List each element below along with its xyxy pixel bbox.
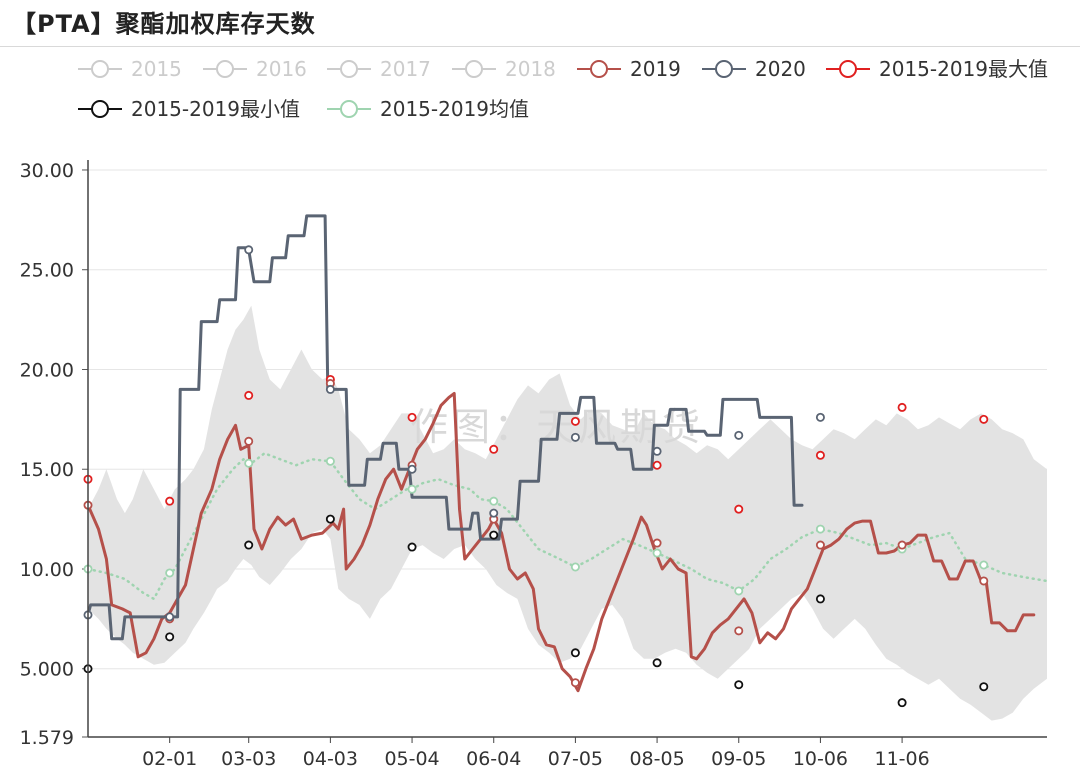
marker-point	[652, 446, 662, 456]
marker-point	[652, 460, 662, 470]
legend-item-2017[interactable]: 2017	[327, 57, 431, 81]
marker-point	[244, 436, 254, 446]
marker-point	[165, 632, 175, 642]
marker-point	[815, 524, 825, 534]
marker-point	[325, 456, 335, 466]
marker-point	[979, 682, 989, 692]
legend-circle-icon	[340, 60, 358, 78]
marker-point	[244, 390, 254, 400]
marker-point	[979, 560, 989, 570]
x-tick-label: 07-05	[548, 748, 603, 770]
legend-label: 2015-2019最大值	[879, 57, 1048, 81]
marker-point	[815, 412, 825, 422]
marker-point	[407, 464, 417, 474]
marker-point	[407, 484, 417, 494]
marker-point	[652, 538, 662, 548]
x-tick-label: 11-06	[874, 748, 929, 770]
legend-circle-icon	[465, 60, 483, 78]
x-tick-label: 08-05	[629, 748, 684, 770]
x-tick-label: 09-05	[711, 748, 766, 770]
x-tick-label: 06-04	[466, 748, 521, 770]
marker-point	[570, 432, 580, 442]
watermark: 作图：天风期货	[410, 405, 704, 449]
marker-point	[570, 416, 580, 426]
x-tick-label: 05-04	[384, 748, 439, 770]
marker-point	[244, 245, 254, 255]
legend-circle-icon	[839, 60, 857, 78]
marker-point	[244, 458, 254, 468]
legend-label: 2016	[256, 57, 307, 81]
legend-label: 2018	[505, 57, 556, 81]
marker-point	[734, 680, 744, 690]
marker-point	[489, 530, 499, 540]
marker-point	[165, 496, 175, 506]
y-tick-label: 15.00	[20, 459, 74, 481]
marker-point	[979, 414, 989, 424]
marker-point	[897, 540, 907, 550]
legend-item-2020[interactable]: 2020	[702, 57, 806, 81]
marker-point	[979, 576, 989, 586]
legend-circle-icon	[91, 100, 109, 118]
marker-point	[407, 542, 417, 552]
legend-item-2016[interactable]: 2016	[203, 57, 307, 81]
legend-item-2018[interactable]: 2018	[452, 57, 556, 81]
marker-point	[734, 430, 744, 440]
legend-label: 2020	[755, 57, 806, 81]
chart-title: 【PTA】聚酯加权库存天数	[12, 10, 316, 38]
y-tick-label: 30.00	[20, 160, 74, 182]
x-tick-label: 02-01	[142, 748, 197, 770]
title-divider	[0, 46, 1080, 47]
y-tick-label: 1.579	[20, 727, 74, 749]
y-tick-label: 10.00	[20, 559, 74, 581]
marker-point	[815, 594, 825, 604]
marker-point	[489, 444, 499, 454]
marker-point	[165, 612, 175, 622]
legend-circle-icon	[715, 60, 733, 78]
y-tick-label: 20.00	[20, 359, 74, 381]
legend-item-2015-2019最小值[interactable]: 2015-2019最小值	[78, 97, 300, 121]
marker-point	[570, 678, 580, 688]
legend-item-2015[interactable]: 2015	[78, 57, 182, 81]
marker-point	[489, 496, 499, 506]
marker-point	[815, 450, 825, 460]
marker-point	[325, 514, 335, 524]
range-band	[88, 305, 1047, 721]
legend-label: 2019	[630, 57, 681, 81]
legend-label: 2017	[380, 57, 431, 81]
y-tick-label: 5.000	[20, 659, 74, 681]
marker-point	[734, 586, 744, 596]
marker-point	[325, 384, 335, 394]
marker-point	[570, 648, 580, 658]
marker-point	[652, 548, 662, 558]
marker-point	[897, 402, 907, 412]
marker-point	[815, 540, 825, 550]
marker-point	[244, 540, 254, 550]
marker-point	[897, 698, 907, 708]
y-tick-label: 25.00	[20, 260, 74, 282]
marker-point	[489, 508, 499, 518]
series-line	[86, 214, 804, 641]
marker-point	[570, 562, 580, 572]
x-tick-label: 10-06	[793, 748, 848, 770]
legend-item-2019[interactable]: 2019	[577, 57, 681, 81]
legend-circle-icon	[216, 60, 234, 78]
marker-point	[652, 658, 662, 668]
marker-point	[407, 412, 417, 422]
legend-label: 2015-2019均值	[380, 97, 529, 121]
legend-circle-icon	[91, 60, 109, 78]
x-tick-label: 03-03	[221, 748, 276, 770]
legend-label: 2015-2019最小值	[131, 97, 300, 121]
marker-point	[165, 568, 175, 578]
legend-circle-icon	[340, 100, 358, 118]
legend-label: 2015	[131, 57, 182, 81]
marker-point	[734, 626, 744, 636]
marker-point	[734, 504, 744, 514]
series-line	[86, 391, 1036, 693]
legend-circle-icon	[590, 60, 608, 78]
legend-item-2015-2019均值[interactable]: 2015-2019均值	[327, 97, 529, 121]
x-tick-label: 04-03	[303, 748, 358, 770]
legend-item-2015-2019最大值[interactable]: 2015-2019最大值	[826, 57, 1048, 81]
